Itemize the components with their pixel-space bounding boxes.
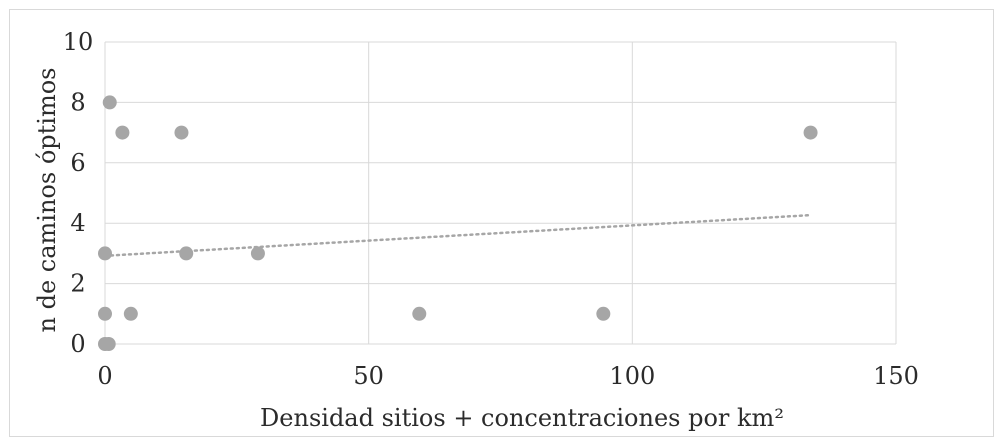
- data-point: [596, 306, 611, 321]
- chart-frame: 0 50 100 150 0 2 4 6 8 10 Densidad sitios + conc…: [9, 9, 994, 437]
- data-point: [98, 306, 112, 321]
- x-tick-label: 50: [353, 362, 384, 390]
- trendline-group: [103, 213, 813, 258]
- data-point: [250, 246, 265, 261]
- x-tick-label: 150: [873, 362, 919, 390]
- y-tick-labels: 0 2 4 6 8 10: [63, 28, 94, 358]
- y-tick-label: 8: [70, 88, 85, 116]
- data-point: [123, 306, 138, 321]
- data-point: [412, 306, 427, 321]
- y-tick-label: 10: [63, 28, 94, 56]
- x-tick-label: 0: [97, 362, 112, 390]
- y-tick-label: 2: [70, 270, 85, 298]
- data-point: [115, 125, 130, 140]
- data-point: [98, 246, 112, 261]
- scatter-chart: 0 50 100 150 0 2 4 6 8 10 Densidad sitios + conc…: [33, 28, 919, 432]
- y-axis-title: n de caminos óptimos: [33, 68, 61, 333]
- data-points: [98, 95, 818, 351]
- x-tick-labels: 0 50 100 150: [97, 362, 919, 390]
- data-point: [179, 246, 194, 261]
- y-tick-label: 6: [70, 149, 85, 177]
- x-tick-label: 100: [609, 362, 655, 390]
- x-axis-title: Densidad sitios + concentraciones por km…: [260, 404, 784, 432]
- data-point: [174, 125, 189, 140]
- data-point: [102, 95, 117, 110]
- trendline: [103, 213, 813, 258]
- data-point: [803, 125, 818, 140]
- y-tick-label: 4: [70, 209, 85, 237]
- y-tick-label: 0: [70, 330, 85, 358]
- gridlines: [104, 41, 897, 345]
- data-point: [101, 337, 116, 351]
